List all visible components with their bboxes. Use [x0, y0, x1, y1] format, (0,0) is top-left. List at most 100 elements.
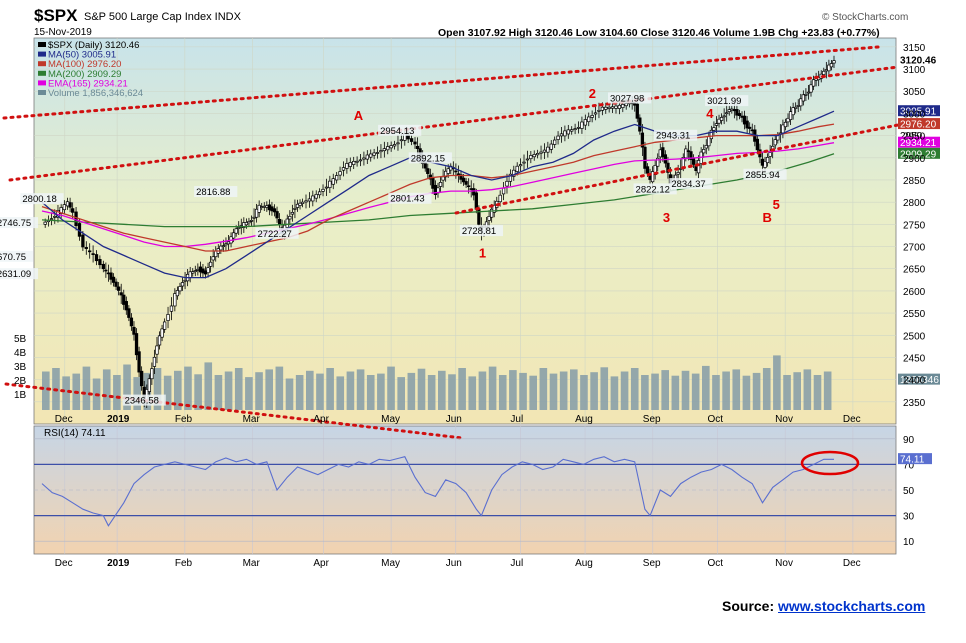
value-badge-text: 2950 — [900, 131, 923, 142]
volume-bar — [478, 371, 487, 410]
price-candle-body — [175, 290, 180, 297]
volume-bar — [549, 373, 558, 410]
price-label-bg — [654, 129, 698, 141]
volume-bar — [123, 364, 131, 410]
volume-bar — [387, 366, 395, 410]
price-candle-body — [335, 175, 339, 181]
price-candle-body — [563, 130, 567, 137]
price-candle-body — [676, 172, 680, 175]
volume-tick-label: 4B — [14, 348, 27, 359]
price-candle-body — [532, 154, 536, 158]
price-candle-body — [104, 269, 108, 272]
volume-bar — [742, 375, 751, 410]
price-candle-body — [604, 106, 608, 110]
price-candle-body — [386, 146, 390, 151]
price-label-bg — [255, 227, 299, 239]
price-candle-body — [244, 222, 249, 226]
volume-bar — [62, 376, 70, 410]
price-candle-body — [525, 158, 530, 161]
volume-bar — [448, 374, 456, 410]
price-candle-body — [94, 254, 99, 262]
price-label-bg — [122, 394, 166, 406]
price-x-tick-label: May — [381, 414, 400, 425]
price-point-label: 3027.98 — [610, 93, 644, 104]
price-candle-body — [139, 370, 144, 387]
price-candle-body — [689, 151, 693, 160]
legend-entry: EMA(165) 2934.21 — [48, 78, 128, 89]
chart-canvas: 2800.18 2746.75 2670.75 2631.09 2346.58 2816.… — [0, 37, 940, 569]
price-candle-body — [472, 188, 476, 196]
price-candle-body — [311, 195, 315, 202]
volume-bar — [651, 373, 659, 410]
value-badge-bg — [898, 105, 940, 117]
ema165-line — [41, 142, 835, 248]
price-x-tick-label: Feb — [175, 414, 193, 425]
volume-bar — [42, 371, 50, 410]
volume-bar — [407, 372, 416, 410]
price-candle-body — [776, 135, 780, 141]
volume-bar — [712, 375, 720, 410]
price-x-tick-label: Jun — [446, 414, 462, 425]
price-candle-body — [372, 152, 376, 156]
rsi-y-tick-label: 30 — [903, 512, 915, 523]
price-x-tick-label: Dec — [843, 414, 861, 425]
value-badge-bg — [898, 147, 940, 159]
price-candle-body — [415, 145, 420, 149]
price-candle-body — [252, 216, 256, 219]
price-candle-body — [788, 111, 793, 120]
price-candle-body — [580, 121, 584, 129]
price-candle-body — [593, 112, 598, 115]
price-candle-body — [791, 107, 795, 116]
price-candle-body — [81, 234, 85, 248]
price-candle-body — [438, 181, 443, 187]
price-candle-body — [392, 144, 397, 147]
rsi-x-tick-label: Jun — [446, 558, 462, 569]
rsi-y-tick-label: 70 — [903, 460, 915, 471]
price-point-label: 2816.88 — [196, 187, 230, 198]
price-candle-body — [666, 162, 670, 173]
price-point-label: 3021.99 — [707, 96, 741, 107]
source-link[interactable]: www.stockcharts.com — [778, 598, 926, 614]
price-candle-body — [768, 152, 772, 157]
price-point-label: 2346.58 — [125, 396, 159, 407]
price-candle-body — [512, 169, 516, 177]
legend-entry: Volume 1,856,346,624 — [48, 88, 143, 99]
price-candle-body — [369, 153, 373, 158]
price-candle-body — [508, 173, 513, 182]
brand-watermark: © StockCharts.com — [822, 12, 909, 23]
price-candle-body — [160, 328, 164, 338]
value-badge-text: 2976.20 — [900, 120, 937, 131]
price-candle-body — [365, 154, 369, 160]
volume-tick-label: 2B — [14, 376, 27, 387]
price-point-label: 2631.09 — [0, 269, 31, 280]
price-label-bg — [633, 183, 677, 195]
price-candle-body — [221, 245, 226, 247]
volume-bar — [793, 372, 801, 410]
price-candle-body — [765, 156, 770, 164]
price-candle-body — [193, 270, 197, 272]
price-candle-body — [431, 177, 435, 189]
price-candle-body — [487, 216, 491, 221]
price-label-bg — [194, 186, 238, 198]
price-candle-body — [219, 245, 223, 251]
ma200-line — [41, 153, 835, 228]
price-candle-body — [492, 204, 496, 213]
price-candle-body — [345, 163, 349, 169]
value-badge-bg — [898, 136, 940, 148]
price-candle-body — [234, 228, 238, 234]
price-candle-body — [98, 259, 102, 266]
price-candle-body — [464, 181, 468, 185]
legend-entry: MA(50) 3005.91 — [48, 50, 116, 61]
rsi-badge-text: 74.11 — [900, 455, 925, 466]
price-y-tick-label: 2350 — [903, 398, 926, 409]
price-candle-body — [763, 160, 767, 168]
price-y-tick-label: 2900 — [903, 154, 926, 165]
price-candle-body — [446, 168, 450, 174]
price-candle-body — [794, 106, 798, 109]
price-candle-body — [257, 204, 261, 213]
price-candle-body — [137, 351, 141, 373]
source-label: Source: — [722, 598, 779, 614]
price-candle-body — [498, 194, 502, 203]
rsi-x-tick-label: 2019 — [107, 558, 130, 569]
price-candle-body — [68, 202, 72, 208]
